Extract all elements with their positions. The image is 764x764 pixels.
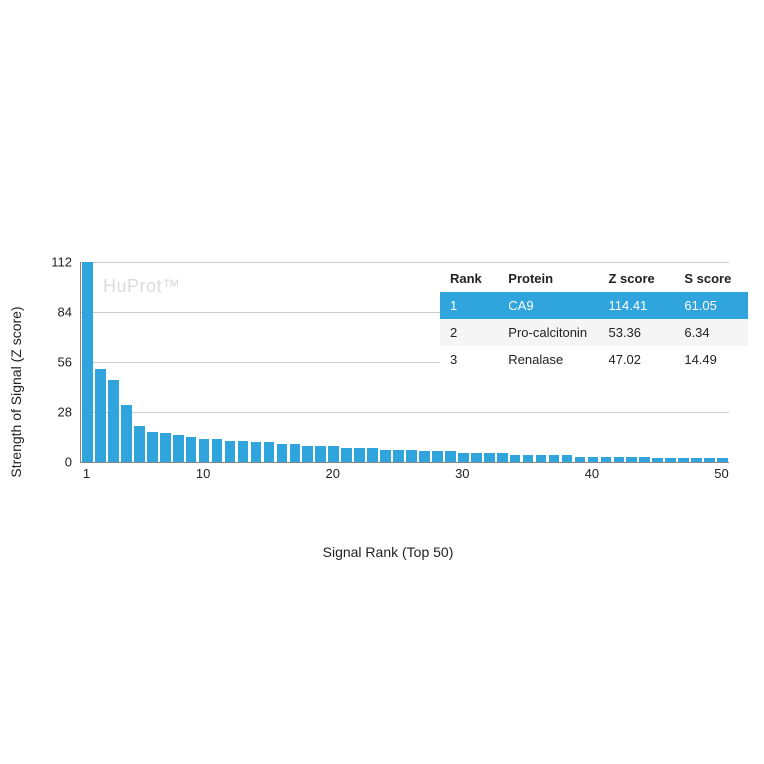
table-cell: 3 <box>440 346 498 373</box>
bar <box>575 457 586 462</box>
table-header-row: RankProteinZ scoreS score <box>440 265 748 292</box>
y-tick-label: 84 <box>58 305 72 320</box>
bar <box>290 444 301 462</box>
bar <box>328 446 339 462</box>
bar <box>354 448 365 462</box>
bar <box>302 446 313 462</box>
ranking-table: RankProteinZ scoreS score 1CA9114.4161.0… <box>440 265 748 373</box>
table-row: 2Pro-calcitonin53.366.34 <box>440 319 748 346</box>
bar <box>497 453 508 462</box>
bar <box>678 458 689 462</box>
bar <box>134 426 145 462</box>
x-tick-label: 1 <box>83 466 90 481</box>
bar <box>199 439 210 462</box>
bar <box>173 435 184 462</box>
table-column-header: S score <box>674 265 748 292</box>
x-tick-label: 50 <box>714 466 728 481</box>
table-cell: 2 <box>440 319 498 346</box>
bar <box>652 458 663 462</box>
bar <box>536 455 547 462</box>
bar <box>238 441 249 462</box>
y-tick-label: 56 <box>58 355 72 370</box>
bar <box>251 442 262 462</box>
table-cell: Renalase <box>498 346 598 373</box>
table-cell: Pro-calcitonin <box>498 319 598 346</box>
bar <box>562 455 573 462</box>
y-tick-label: 0 <box>65 455 72 470</box>
bar <box>639 457 650 462</box>
bar <box>225 441 236 462</box>
table-column-header: Rank <box>440 265 498 292</box>
table-cell: 1 <box>440 292 498 319</box>
bar <box>484 453 495 462</box>
y-tick-label: 112 <box>51 255 72 270</box>
table-cell: 14.49 <box>674 346 748 373</box>
y-tick-label: 28 <box>58 405 72 420</box>
bar <box>665 458 676 462</box>
bar <box>212 439 223 462</box>
bar <box>601 457 612 462</box>
bar <box>264 442 275 462</box>
bar <box>432 451 443 462</box>
bar <box>588 457 599 462</box>
bar <box>315 446 326 462</box>
table-cell: 6.34 <box>674 319 748 346</box>
table-cell: 53.36 <box>598 319 674 346</box>
bar <box>147 432 158 462</box>
bar <box>277 444 288 462</box>
bar <box>406 450 417 463</box>
x-tick-label: 30 <box>455 466 469 481</box>
bar <box>341 448 352 462</box>
bar <box>717 458 728 462</box>
bar <box>95 369 106 462</box>
bar <box>704 458 715 462</box>
table-cell: CA9 <box>498 292 598 319</box>
bar <box>458 453 469 462</box>
table-cell: 47.02 <box>598 346 674 373</box>
bar <box>510 455 521 462</box>
bar <box>121 405 132 462</box>
x-tick-label: 40 <box>585 466 599 481</box>
table-column-header: Protein <box>498 265 598 292</box>
x-tick-label: 20 <box>325 466 339 481</box>
y-axis-label: Strength of Signal (Z score) <box>8 306 24 477</box>
bar <box>523 455 534 462</box>
bar <box>380 450 391 463</box>
table-cell: 61.05 <box>674 292 748 319</box>
bar <box>445 451 456 462</box>
bar <box>471 453 482 462</box>
table-cell: 114.41 <box>598 292 674 319</box>
bar <box>160 433 171 462</box>
figure-canvas: Strength of Signal (Z score) 0285684112 … <box>0 0 764 764</box>
table-body: 1CA9114.4161.052Pro-calcitonin53.366.343… <box>440 292 748 373</box>
bar <box>393 450 404 463</box>
bar <box>549 455 560 462</box>
x-axis-ticks: 1 10 20 30 40 50 <box>80 466 728 486</box>
y-axis-ticks: 0285684112 <box>38 262 76 462</box>
x-tick-label: 10 <box>196 466 210 481</box>
table-row: 3Renalase47.0214.49 <box>440 346 748 373</box>
bar <box>186 437 197 462</box>
bar <box>691 458 702 462</box>
table-row: 1CA9114.4161.05 <box>440 292 748 319</box>
bar <box>82 262 93 462</box>
x-axis-label: Signal Rank (Top 50) <box>323 544 454 560</box>
bar <box>419 451 430 462</box>
bar <box>367 448 378 462</box>
table-column-header: Z score <box>598 265 674 292</box>
bar <box>614 457 625 462</box>
bar <box>626 457 637 462</box>
bar <box>108 380 119 462</box>
